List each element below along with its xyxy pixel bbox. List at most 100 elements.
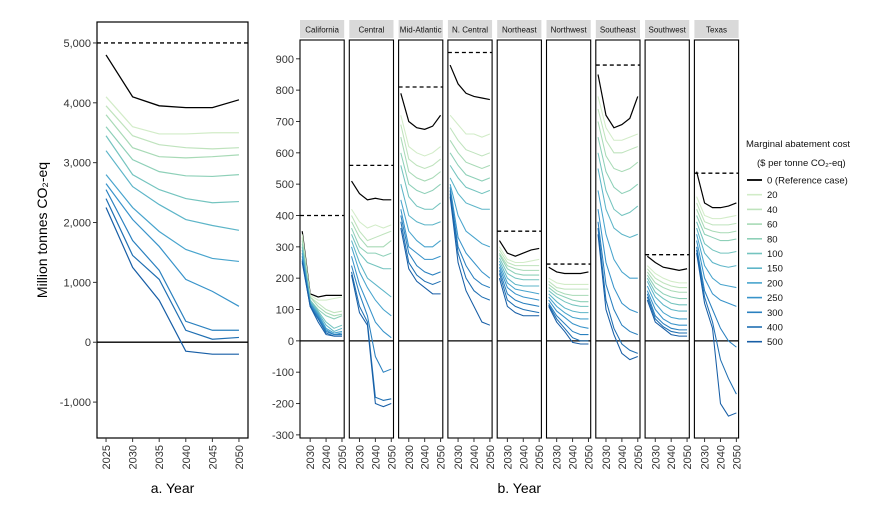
panel-a-x-axis-title: a. Year xyxy=(151,480,195,496)
facet-series-line xyxy=(646,268,688,289)
facet-xtick-label: 2050 xyxy=(633,445,645,469)
facet-series-line xyxy=(548,287,589,303)
facet-series-line xyxy=(548,296,589,320)
facet-series-line xyxy=(548,280,589,290)
facet-series-line xyxy=(597,227,638,354)
facet-strip xyxy=(694,20,739,38)
facet-series-line xyxy=(646,271,688,293)
facet-xtick-label: 2050 xyxy=(583,445,595,469)
facet-northeast: Northeast 2030 2040 2050 xyxy=(496,20,546,469)
panel-a-y-axis-title: Million tonnes CO₂-eq xyxy=(34,162,50,298)
facet-series-line xyxy=(449,196,491,326)
facet-series-line xyxy=(351,274,392,408)
facet-texas: Texas 2030 2040 2050 xyxy=(693,20,743,469)
facet-xtick-label: 2040 xyxy=(715,445,727,469)
legend-subtitle: ($ per tonne CO₂-eq) xyxy=(757,158,846,169)
facet-series-line xyxy=(548,293,589,314)
panel-a-series-line xyxy=(105,114,240,159)
facet-strip xyxy=(595,20,640,38)
panel-b-ytick-label: 500 xyxy=(276,179,294,191)
facet-strip-label: Central xyxy=(359,26,385,35)
panel-a-frame xyxy=(96,21,249,439)
facet-series-line xyxy=(548,299,589,329)
facet-series-line xyxy=(351,240,392,298)
facet-strip xyxy=(349,20,394,38)
facet-xtick-label: 2040 xyxy=(469,445,481,469)
facet-xtick-label: 2040 xyxy=(666,445,678,469)
facet-strip-label: Southeast xyxy=(600,26,637,35)
legend-label: 400 xyxy=(767,323,783,334)
panel-b-ytick-label: -100 xyxy=(272,367,294,379)
panel-a-xtick-label: 2030 xyxy=(128,445,140,469)
facet-series-line xyxy=(498,252,540,271)
facet-series-line xyxy=(400,221,441,286)
facet-strip xyxy=(300,20,345,38)
legend-label: 300 xyxy=(767,308,783,319)
facet-series-line xyxy=(548,306,589,345)
facet-xtick-label: 2030 xyxy=(502,445,514,469)
facet-series-line xyxy=(351,256,392,339)
facet-series-line xyxy=(696,215,737,242)
facet-series-line xyxy=(498,249,540,267)
facet-series-line xyxy=(498,257,540,281)
facet-series-line xyxy=(696,221,737,254)
facet-california: California 2030 2040 2050 xyxy=(299,20,349,469)
panel-b-ytick-label: 0 xyxy=(288,336,294,348)
facet-series-line xyxy=(400,124,441,170)
legend: Marginal abatement cost ($ per tonne CO₂-… xyxy=(746,139,850,348)
facet-mid-atlantic: Mid-Atlantic 2030 2040 2050 xyxy=(398,20,448,469)
facet-strip xyxy=(398,20,443,38)
panel-a-xtick-label: 2045 xyxy=(207,445,219,469)
facet-series-line xyxy=(498,263,540,295)
legend-label: 150 xyxy=(767,264,783,275)
panel-b: -300 -200 -100 0 100 200 300 400 500 600 700 800 900… xyxy=(272,20,743,496)
facet-strip xyxy=(645,20,690,38)
facet-series-line xyxy=(400,209,441,260)
facet-series-line xyxy=(351,221,392,248)
facet-series-line xyxy=(597,209,638,314)
facet-series-line xyxy=(449,127,491,157)
facet-series-line xyxy=(351,246,392,317)
facet-series-line xyxy=(400,184,441,226)
facet-frame xyxy=(545,39,592,439)
facet-frame xyxy=(299,39,345,439)
facet-series-line xyxy=(646,285,688,320)
facet-xtick-label: 2030 xyxy=(650,445,662,469)
facet-strip xyxy=(447,20,493,38)
facet-series-line xyxy=(351,234,392,270)
facet-series-line xyxy=(548,277,589,285)
facet-series-line xyxy=(351,227,392,257)
facet-xtick-label: 2030 xyxy=(700,445,712,469)
facet-strip-label: Mid-Atlantic xyxy=(400,26,442,35)
facet-xtick-label: 2050 xyxy=(485,445,497,469)
facet-series-line xyxy=(351,215,392,242)
facet-series-line xyxy=(597,152,639,217)
facet-xtick-label: 2030 xyxy=(354,445,366,469)
facet-series-line xyxy=(498,278,540,317)
panel-a-ytick-label: 0 xyxy=(85,337,91,349)
facet-series-line xyxy=(696,227,737,268)
facet-strip-label: N. Central xyxy=(452,26,488,35)
facet-series-line xyxy=(400,199,441,248)
legend-label: 100 xyxy=(767,249,783,260)
facet-series-line xyxy=(646,255,688,271)
legend-title: Marginal abatement cost xyxy=(746,139,850,150)
panel-a-series-line xyxy=(105,198,240,340)
facet-frame xyxy=(447,39,493,439)
facet-series-line xyxy=(449,177,490,210)
facet-northwest: Northwest 2030 2040 2050 xyxy=(545,20,595,469)
facet-xtick-label: 2030 xyxy=(305,445,317,469)
facet-strip xyxy=(546,20,591,38)
facet-series-line xyxy=(449,140,491,170)
facet-xtick-label: 2050 xyxy=(386,445,398,469)
facet-xtick-label: 2040 xyxy=(420,445,432,469)
facet-series-line xyxy=(646,293,688,331)
facet-series-line xyxy=(696,234,737,289)
panel-b-ytick-label: 700 xyxy=(276,116,294,128)
facet-series-line xyxy=(646,296,688,334)
panel-b-ytick-label: 600 xyxy=(276,148,294,160)
facet-series-line xyxy=(696,249,737,395)
facet-series-line xyxy=(646,265,688,284)
facet-frame xyxy=(644,39,690,439)
facet-series-line xyxy=(646,274,688,300)
